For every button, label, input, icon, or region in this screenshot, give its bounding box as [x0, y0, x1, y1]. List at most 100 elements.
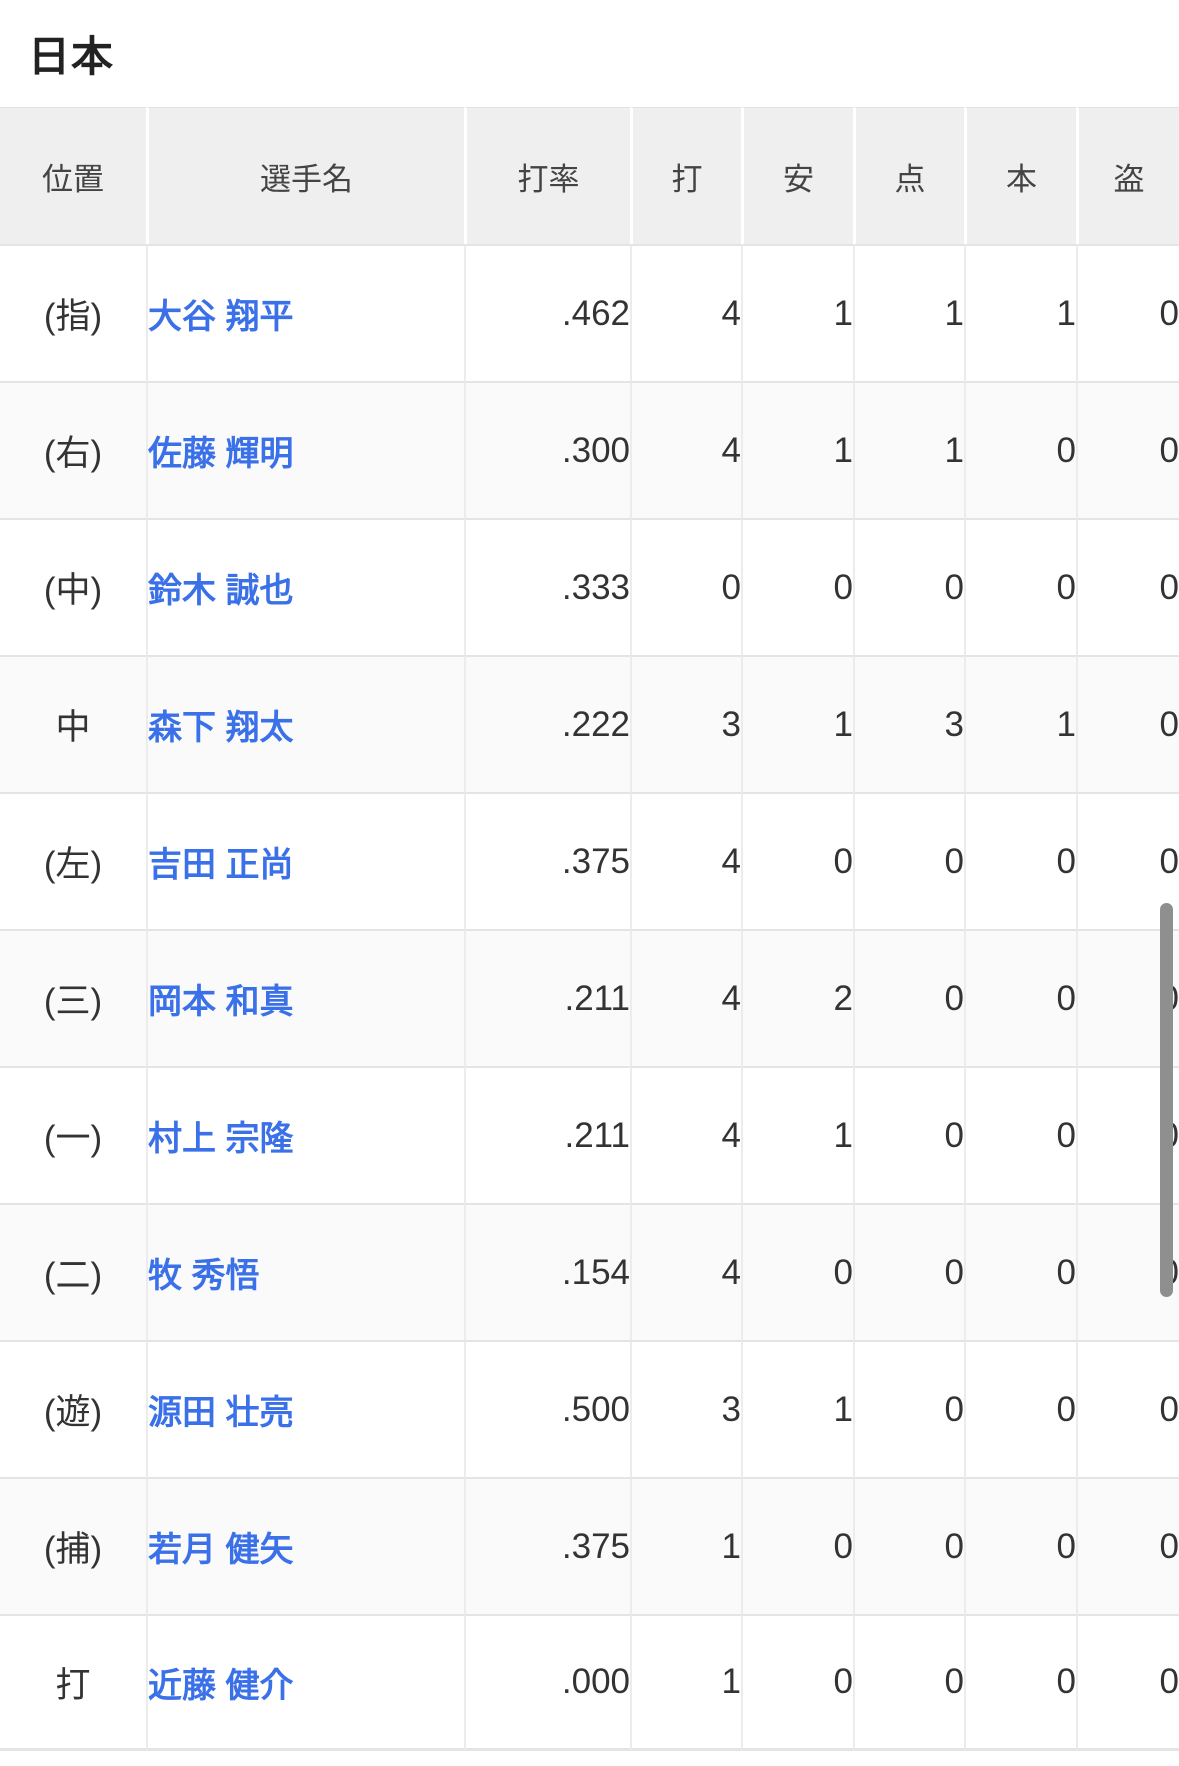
rbi-cell: 0 [853, 1066, 964, 1203]
column-header-at-bats: 打 [630, 107, 741, 244]
rbi-cell: 0 [853, 1203, 964, 1340]
sb-cell: 0 [1076, 1340, 1179, 1477]
rbi-cell: 1 [853, 244, 964, 381]
hr-cell: 0 [964, 518, 1076, 655]
player-name-cell: 鈴木 誠也 [146, 518, 464, 655]
position-cell: (三) [0, 929, 146, 1066]
ab-cell: 4 [630, 381, 741, 518]
ab-cell: 4 [630, 792, 741, 929]
table-row: (捕) 若月 健矢 .375 1 0 0 0 0 [0, 1477, 1179, 1614]
table-row: 中 森下 翔太 .222 3 1 3 1 0 [0, 655, 1179, 792]
avg-cell: .211 [464, 929, 630, 1066]
avg-cell: .211 [464, 1066, 630, 1203]
rbi-cell: 0 [853, 1477, 964, 1614]
hits-cell: 0 [741, 792, 853, 929]
table-row: (三) 岡本 和真 .211 4 2 0 0 0 [0, 929, 1179, 1066]
column-header-batting-average: 打率 [464, 107, 630, 244]
player-link[interactable]: 佐藤 輝明 [148, 435, 294, 473]
player-link[interactable]: 森下 翔太 [148, 709, 294, 747]
position-cell: (一) [0, 1066, 146, 1203]
table-row: (二) 牧 秀悟 .154 4 0 0 0 0 [0, 1203, 1179, 1340]
batting-stats-table: 位置 選手名 打率 打 安 点 本 盗 (指) 大谷 翔平 .462 4 1 1… [0, 107, 1179, 1751]
player-name-cell: 村上 宗隆 [146, 1066, 464, 1203]
ab-cell: 4 [630, 244, 741, 381]
player-link[interactable]: 牧 秀悟 [148, 1257, 260, 1295]
table-row: (左) 吉田 正尚 .375 4 0 0 0 0 [0, 792, 1179, 929]
column-header-home-runs: 本 [964, 107, 1076, 244]
column-header-hits: 安 [741, 107, 853, 244]
player-name-cell: 佐藤 輝明 [146, 381, 464, 518]
hr-cell: 0 [964, 1477, 1076, 1614]
player-name-cell: 源田 壮亮 [146, 1340, 464, 1477]
avg-cell: .500 [464, 1340, 630, 1477]
vertical-scrollbar-thumb[interactable] [1160, 903, 1173, 1297]
avg-cell: .462 [464, 244, 630, 381]
player-link[interactable]: 大谷 翔平 [148, 298, 294, 336]
position-cell: 中 [0, 655, 146, 792]
avg-cell: .375 [464, 1477, 630, 1614]
player-link[interactable]: 村上 宗隆 [148, 1120, 294, 1158]
player-link[interactable]: 若月 健矢 [148, 1531, 294, 1569]
table-row: (一) 村上 宗隆 .211 4 1 0 0 0 [0, 1066, 1179, 1203]
position-cell: (遊) [0, 1340, 146, 1477]
hits-cell: 0 [741, 1477, 853, 1614]
rbi-cell: 0 [853, 929, 964, 1066]
ab-cell: 4 [630, 1066, 741, 1203]
table-row: 打 近藤 健介 .000 1 0 0 0 0 [0, 1614, 1179, 1751]
player-name-cell: 大谷 翔平 [146, 244, 464, 381]
rbi-cell: 1 [853, 381, 964, 518]
position-cell: 打 [0, 1614, 146, 1751]
position-cell: (捕) [0, 1477, 146, 1614]
rbi-cell: 0 [853, 792, 964, 929]
hits-cell: 1 [741, 244, 853, 381]
ab-cell: 3 [630, 655, 741, 792]
sb-cell: 0 [1076, 518, 1179, 655]
player-link[interactable]: 鈴木 誠也 [148, 572, 294, 610]
position-cell: (指) [0, 244, 146, 381]
rbi-cell: 0 [853, 518, 964, 655]
position-cell: (左) [0, 792, 146, 929]
hits-cell: 2 [741, 929, 853, 1066]
table-row: (中) 鈴木 誠也 .333 0 0 0 0 0 [0, 518, 1179, 655]
hits-cell: 0 [741, 1203, 853, 1340]
ab-cell: 1 [630, 1477, 741, 1614]
table-row: (遊) 源田 壮亮 .500 3 1 0 0 0 [0, 1340, 1179, 1477]
avg-cell: .000 [464, 1614, 630, 1751]
avg-cell: .333 [464, 518, 630, 655]
hits-cell: 0 [741, 1614, 853, 1751]
rbi-cell: 3 [853, 655, 964, 792]
hits-cell: 1 [741, 655, 853, 792]
player-link[interactable]: 吉田 正尚 [148, 846, 294, 884]
position-cell: (右) [0, 381, 146, 518]
ab-cell: 0 [630, 518, 741, 655]
ab-cell: 1 [630, 1614, 741, 1751]
table-row: (右) 佐藤 輝明 .300 4 1 1 0 0 [0, 381, 1179, 518]
ab-cell: 4 [630, 929, 741, 1066]
sb-cell: 0 [1076, 244, 1179, 381]
hr-cell: 0 [964, 381, 1076, 518]
player-link[interactable]: 源田 壮亮 [148, 1394, 294, 1432]
ab-cell: 3 [630, 1340, 741, 1477]
hits-cell: 1 [741, 381, 853, 518]
hr-cell: 0 [964, 1203, 1076, 1340]
sb-cell: 0 [1076, 1614, 1179, 1751]
position-cell: (二) [0, 1203, 146, 1340]
player-link[interactable]: 岡本 和真 [148, 983, 294, 1021]
player-link[interactable]: 近藤 健介 [148, 1666, 294, 1705]
player-name-cell: 岡本 和真 [146, 929, 464, 1066]
hr-cell: 0 [964, 1614, 1076, 1751]
player-name-cell: 吉田 正尚 [146, 792, 464, 929]
hr-cell: 1 [964, 655, 1076, 792]
hr-cell: 0 [964, 792, 1076, 929]
hr-cell: 0 [964, 929, 1076, 1066]
sb-cell: 0 [1076, 1477, 1179, 1614]
column-header-steals: 盗 [1076, 107, 1179, 244]
avg-cell: .154 [464, 1203, 630, 1340]
position-cell: (中) [0, 518, 146, 655]
page-title: 日本 [28, 33, 115, 80]
hits-cell: 1 [741, 1066, 853, 1203]
sb-cell: 0 [1076, 792, 1179, 929]
rbi-cell: 0 [853, 1340, 964, 1477]
sb-cell: 0 [1076, 655, 1179, 792]
